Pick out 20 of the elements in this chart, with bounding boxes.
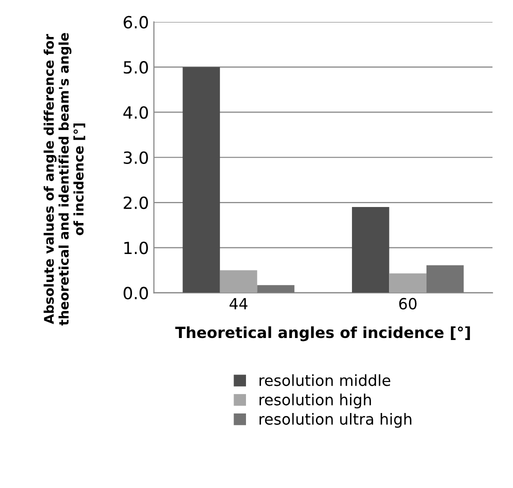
y-tick-label: 3.0 (124, 151, 148, 164)
legend-label: resolution ultra high (260, 413, 412, 428)
y-tick-label: 6.0 (124, 16, 148, 29)
y-tick-label: 5.0 (124, 61, 148, 74)
y-tick-label: 4.0 (123, 106, 148, 119)
bar (182, 67, 220, 293)
bar (426, 265, 464, 293)
legend-label: resolution high (260, 394, 371, 408)
bar (220, 270, 258, 293)
y-axis-title: Absolute values of angle difference for theoretical and identified beam's angle of incidence [°] (44, 33, 86, 326)
bar (257, 285, 294, 293)
legend-label: resolution middle (260, 374, 390, 386)
x-tick-label: 60 (399, 298, 417, 310)
x-tick-label: 44 (230, 298, 248, 310)
x-axis-title: Theoretical angles of incidence [°] (175, 326, 470, 342)
bar (389, 273, 426, 293)
y-tick-label: 2.0 (124, 196, 148, 210)
y-tick-label: 1.0 (124, 242, 148, 254)
bar (352, 207, 390, 293)
y-tick-label: 0.0 (124, 286, 148, 300)
